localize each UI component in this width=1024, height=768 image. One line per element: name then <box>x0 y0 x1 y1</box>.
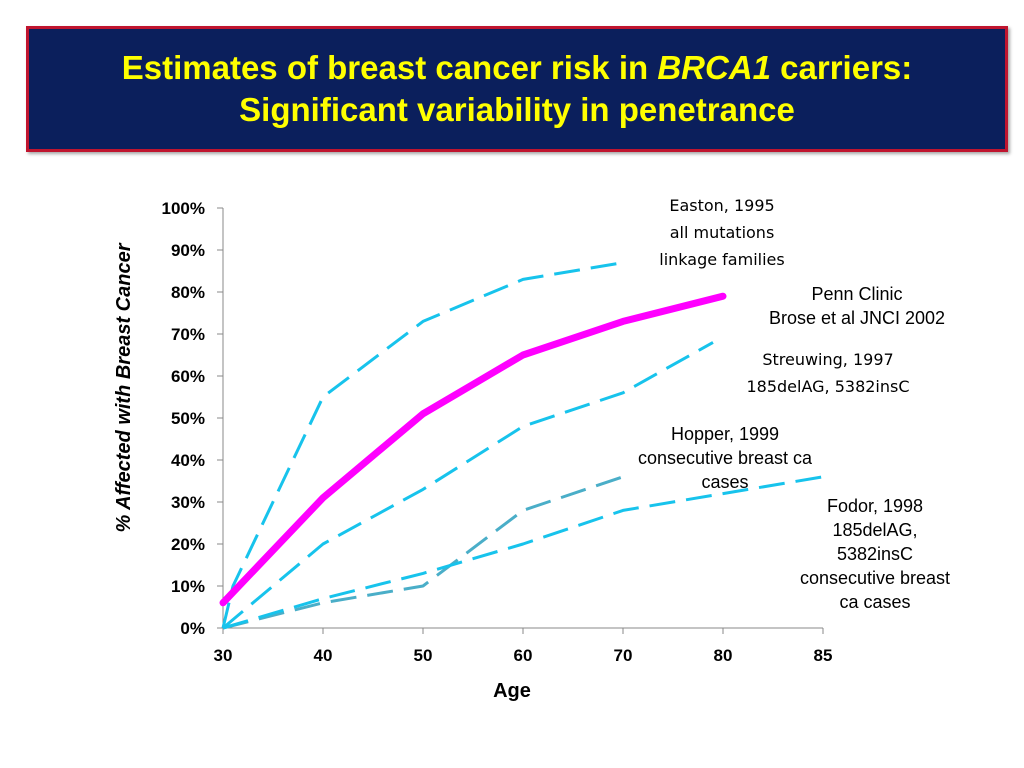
annotation-hopper-line: Hopper, 1999 <box>670 424 780 444</box>
y-tick-label: 80% <box>171 283 205 302</box>
title-gene: BRCA1 <box>657 49 771 86</box>
annotation-penn-line: Penn Clinic <box>811 284 903 304</box>
x-axis-title: Age <box>493 680 531 702</box>
annotation-fodor: Fodor, 1998 185delAG, 5382insC consecuti… <box>786 494 964 614</box>
annotation-hopper: Hopper, 1999 consecutive breast ca cases <box>622 422 828 494</box>
title-prefix: Estimates of breast cancer risk in <box>121 49 658 86</box>
y-tick-label: 0% <box>180 619 205 638</box>
annotation-hopper-line: consecutive breast ca <box>637 448 813 468</box>
annotation-easton: Easton, 1995 all mutations linkage famil… <box>622 192 822 273</box>
annotation-fodor-line: 185delAG, <box>832 520 918 540</box>
annotation-streuwing-line: 185delAG, 5382insC <box>746 377 910 396</box>
y-tick-label: 100% <box>162 199 205 218</box>
annotation-easton-line: linkage families <box>659 250 785 269</box>
series-line-5 <box>222 475 824 630</box>
chart-axes: 0% 10% 20% 30% 40% 50% 60% 70% 80% 90% 100% 30 40 50 6… <box>162 199 833 665</box>
annotation-fodor-line: ca cases <box>839 592 911 612</box>
y-tick-label: 50% <box>171 409 205 428</box>
x-tick-label: 70 <box>614 646 633 665</box>
series-line-1 <box>221 261 624 629</box>
chart-series <box>219 261 824 630</box>
y-tick-label: 70% <box>171 325 205 344</box>
y-tick-label: 30% <box>171 493 205 512</box>
annotation-hopper-line: cases <box>701 472 749 492</box>
series-line-3 <box>222 341 714 630</box>
annotation-streuwing: Streuwing, 1997 185delAG, 5382insC <box>722 346 934 400</box>
y-tick-label: 10% <box>171 577 205 596</box>
annotation-penn: Penn Clinic Brose et al JNCI 2002 <box>752 282 962 330</box>
y-tick-label: 20% <box>171 535 205 554</box>
series-line-4 <box>222 475 624 630</box>
annotation-easton-line: all mutations <box>669 223 775 242</box>
title-suffix: carriers: <box>771 49 913 86</box>
y-axis-title: % Affected with Breast Cancer <box>113 242 135 532</box>
x-tick-label: 30 <box>214 646 233 665</box>
annotation-streuwing-line: Streuwing, 1997 <box>762 350 894 369</box>
x-tick-label: 60 <box>514 646 533 665</box>
annotation-fodor-line: consecutive breast <box>799 568 951 588</box>
title-line-1: Estimates of breast cancer risk in BRCA1… <box>122 47 913 89</box>
y-tick-label: 90% <box>171 241 205 260</box>
series-line-2 <box>219 292 727 607</box>
annotation-easton-line: Easton, 1995 <box>669 196 775 215</box>
annotation-fodor-line: 5382insC <box>836 544 914 564</box>
annotation-penn-line: Brose et al JNCI 2002 <box>768 308 946 328</box>
x-tick-label: 40 <box>314 646 333 665</box>
x-tick-label: 50 <box>414 646 433 665</box>
title-banner: Estimates of breast cancer risk in BRCA1… <box>26 26 1008 152</box>
annotation-fodor-line: Fodor, 1998 <box>826 496 924 516</box>
x-tick-label: 85 <box>814 646 833 665</box>
title-line-2: Significant variability in penetrance <box>239 91 795 128</box>
x-tick-label: 80 <box>714 646 733 665</box>
y-tick-label: 40% <box>171 451 205 470</box>
y-tick-label: 60% <box>171 367 205 386</box>
